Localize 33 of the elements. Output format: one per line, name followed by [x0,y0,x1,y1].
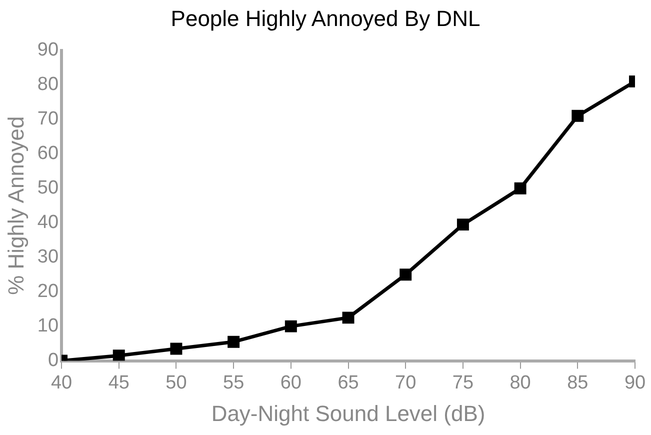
x-tick-label: 55 [223,372,244,394]
y-tick-label: 50 [37,178,59,199]
point [112,350,125,361]
x-tick-label: 50 [166,372,187,394]
y-tick-label: 20 [37,281,59,302]
x-tick-label: 70 [395,372,416,394]
x-tick-label: 85 [567,372,588,394]
y-tick-label: 30 [37,246,59,268]
x-tick-label: 60 [280,372,302,394]
point [400,268,412,281]
x-tick-label: 75 [452,372,474,394]
point [228,336,240,348]
y-tick-label: 90 [37,40,59,61]
point [342,312,354,324]
x-tick-label: 45 [108,372,130,394]
point [284,320,297,332]
x-tick-label: 40 [50,372,72,394]
point [514,182,526,194]
point [170,342,182,355]
y-tick-label: 0 [48,350,59,372]
chart-title: People Highly Annoyed By DNL [170,5,482,33]
x-axis-title: Day-Night Sound Level (dB) [211,400,486,426]
y-tick-label: 70 [37,108,59,130]
point [572,110,584,122]
point [456,218,469,231]
y-tick-label: 10 [37,316,59,337]
y-tick-label: 60 [37,143,59,164]
x-tick-label: 80 [510,372,531,394]
x-tick-label: 90 [624,372,646,394]
y-axis-title: % Highly Annoyed [3,116,28,295]
x-tick-label: 65 [338,372,359,394]
y-tick-label: 80 [37,74,59,96]
y-tick-label: 40 [37,212,59,234]
